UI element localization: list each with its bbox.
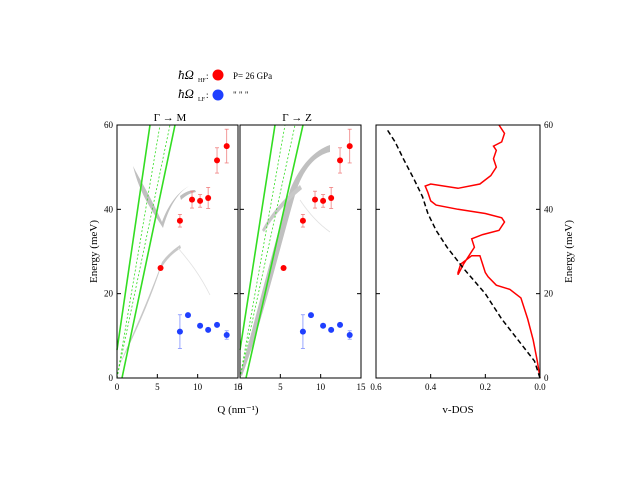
- x-tick-label: 0: [238, 382, 243, 392]
- hf-point: [337, 157, 344, 164]
- plot-frame: [375, 124, 541, 379]
- hf-point: [205, 194, 212, 201]
- hf-point: [320, 197, 327, 204]
- x-tick-label: 0.2: [480, 382, 491, 392]
- legend-lf-subscript: LF: [198, 97, 206, 103]
- direction-label: Γ → Z: [282, 112, 312, 124]
- lf-point: [320, 322, 327, 329]
- x-tick-label: 5: [155, 382, 160, 392]
- lf-point: [307, 312, 314, 319]
- lf-point: [299, 328, 306, 335]
- x-tick-label: 0.0: [534, 382, 546, 392]
- vdos-lines: [386, 124, 541, 379]
- svg-text::: :: [206, 71, 209, 81]
- x-axis-title: v-DOS: [442, 404, 473, 416]
- lf-point: [337, 321, 344, 328]
- lf-point: [205, 326, 212, 333]
- legend-hf-symbol: ħΩ: [178, 67, 194, 82]
- hf-point: [214, 157, 221, 164]
- plot-frame: [239, 124, 362, 379]
- y-tick-label: 0: [544, 373, 549, 383]
- y-tick-label: 60: [544, 120, 554, 130]
- axes: 0.6 0.4 0.2 0.00 20 40 60 v-DOS Energy (meV): [370, 120, 575, 416]
- y-tick-label: 60: [104, 120, 114, 130]
- lf-point: [197, 322, 204, 329]
- svg-text::: :: [206, 90, 209, 100]
- legend-lf-text: " " ": [233, 90, 249, 100]
- legend-lf-symbol: ħΩ: [178, 86, 194, 101]
- lf-point: [184, 312, 191, 319]
- x-tick-label: 5: [278, 382, 283, 392]
- data-points: [157, 128, 230, 349]
- y-tick-label: 0: [109, 373, 114, 383]
- hf-point: [197, 197, 204, 204]
- hf-point: [346, 143, 353, 150]
- lf-point: [328, 326, 335, 333]
- legend-hf-text: P= 26 GPa: [233, 71, 272, 81]
- hf-point: [157, 264, 164, 271]
- y-tick-label: 40: [104, 204, 114, 214]
- legend: ħΩ HF : P= 26 GPa ħΩ LF : " " ": [178, 67, 272, 103]
- sound-velocity-lines: [239, 124, 304, 379]
- plot-frame: [116, 124, 239, 379]
- hf-point: [176, 217, 183, 224]
- y-tick-label: 20: [544, 289, 554, 299]
- hf-point: [312, 196, 319, 203]
- x-tick-label: 10: [316, 382, 326, 392]
- y-axis-title: Energy (meV): [563, 220, 575, 283]
- x-axis-title: Q (nm⁻¹): [217, 404, 259, 416]
- phonon-dispersion-bands: [240, 145, 331, 376]
- hf-point: [328, 194, 335, 201]
- x-tick-label: 15: [357, 382, 367, 392]
- panel-gamma-z: 0 5 10 15 Γ → Z: [238, 112, 366, 392]
- data-points: [280, 128, 353, 349]
- lf-point: [214, 321, 221, 328]
- legend-hf-marker: [212, 69, 224, 81]
- hf-point: [299, 217, 306, 224]
- legend-hf-subscript: HF: [198, 78, 206, 84]
- lf-point: [223, 331, 230, 338]
- x-tick-label: 15: [234, 382, 244, 392]
- x-tick-label: 0: [115, 382, 120, 392]
- direction-label: Γ → M: [154, 112, 187, 124]
- vdos-dashed-line: [386, 128, 541, 379]
- x-tick-label: 0.6: [370, 382, 382, 392]
- x-tick-label: 0.4: [425, 382, 437, 392]
- y-axis-title: Energy (meV): [88, 220, 100, 283]
- axes: 0 5 10 15: [238, 124, 367, 392]
- hf-point: [223, 143, 230, 150]
- x-tick-label: 10: [193, 382, 203, 392]
- y-tick-label: 20: [104, 289, 114, 299]
- lf-point: [346, 331, 353, 338]
- lf-point: [176, 328, 183, 335]
- hf-point: [189, 196, 196, 203]
- panel-vdos: 0.6 0.4 0.2 0.00 20 40 60 v-DOS Energy (meV): [370, 120, 575, 416]
- legend-lf-marker: [212, 89, 224, 101]
- hf-point: [280, 264, 287, 271]
- sound-velocity-lines: [116, 124, 176, 379]
- vdos-solid-line: [424, 124, 541, 379]
- y-tick-label: 40: [544, 204, 554, 214]
